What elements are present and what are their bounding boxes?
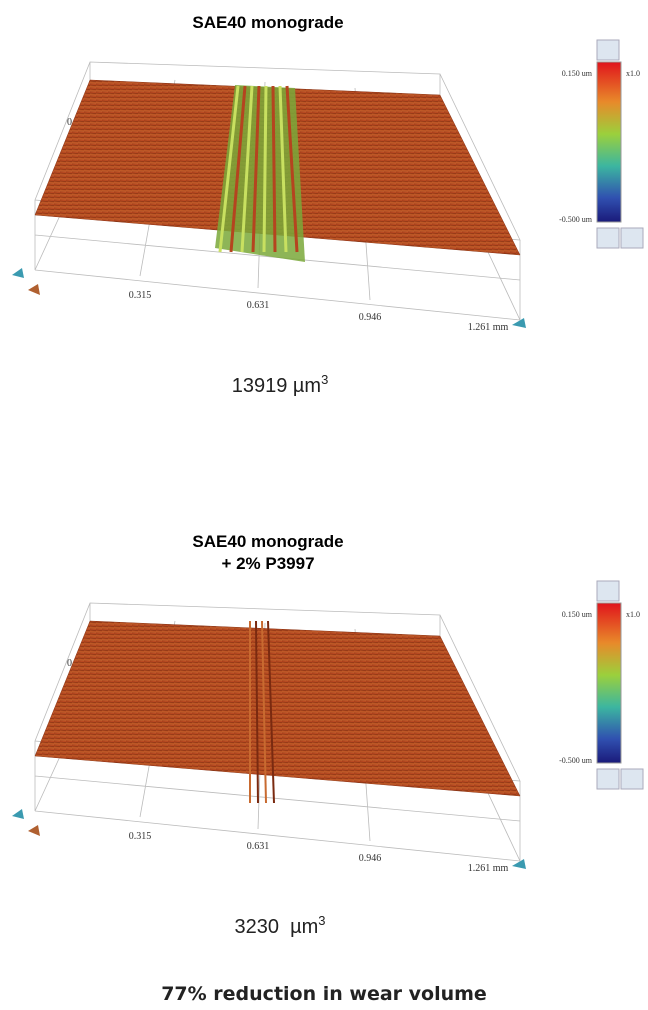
x-tick-label: 0.946 bbox=[359, 853, 382, 864]
colorbar-button[interactable] bbox=[597, 40, 619, 60]
surface-panel: SAE40 monograde 0 0.315 0.631 0.946 1.261 mm 0… bbox=[12, 13, 643, 397]
volume-exponent: 3 bbox=[318, 913, 325, 928]
colorbar-min: -0.500 um bbox=[559, 756, 593, 765]
colorbar-button[interactable] bbox=[597, 228, 619, 248]
surface-panel: SAE40 monograde + 2% P3997 0 0.315 0.631 0.94… bbox=[12, 532, 643, 938]
panel-title: + 2% P3997 bbox=[221, 554, 314, 573]
caption: 77% reduction in wear volume bbox=[161, 983, 487, 1005]
x-tick-label: 1.261 mm bbox=[468, 322, 509, 333]
x-tick-label: 0.631 bbox=[247, 841, 270, 852]
z-tick-label: 0 bbox=[67, 658, 72, 669]
orientation-icon bbox=[28, 284, 40, 295]
colorbar-max: 0.150 um bbox=[562, 69, 593, 78]
volume-exponent: 3 bbox=[321, 372, 328, 387]
colorbar-max: 0.150 um bbox=[562, 610, 593, 619]
colorbar bbox=[597, 62, 621, 222]
x-tick-label: 0.315 bbox=[129, 290, 152, 301]
wear-ridge bbox=[264, 86, 266, 252]
x-tick-label: 0.315 bbox=[129, 831, 152, 842]
panel-title: SAE40 monograde bbox=[192, 532, 343, 551]
panel-title: SAE40 monograde bbox=[192, 13, 343, 32]
volume-value: 3230 µm bbox=[234, 916, 318, 938]
wear-ridge bbox=[273, 86, 275, 252]
x-tick-label: 0.631 bbox=[247, 300, 270, 311]
colorbar-min: -0.500 um bbox=[559, 215, 593, 224]
colorbar-button[interactable] bbox=[597, 769, 619, 789]
surface bbox=[35, 621, 520, 796]
volume-value: 13919 µm bbox=[232, 375, 321, 397]
colorbar-button[interactable] bbox=[621, 228, 643, 248]
x-tick-label: 1.261 mm bbox=[468, 863, 509, 874]
wear-volume: 13919 µm3 bbox=[232, 372, 329, 397]
orientation-icon bbox=[28, 825, 40, 836]
colorbar-button[interactable] bbox=[597, 581, 619, 601]
colorbar-scale: x1.0 bbox=[626, 69, 640, 78]
figure: 77% reduction in wear volume SAE40 monog… bbox=[0, 0, 648, 1010]
wear-volume: 3230 µm3 bbox=[234, 913, 325, 938]
orientation-icon bbox=[12, 809, 24, 819]
z-tick-label: 0 bbox=[67, 117, 72, 128]
orientation-icon bbox=[12, 268, 24, 278]
colorbar-button[interactable] bbox=[621, 769, 643, 789]
colorbar bbox=[597, 603, 621, 763]
colorbar-scale: x1.0 bbox=[626, 610, 640, 619]
x-tick-label: 0.946 bbox=[359, 312, 382, 323]
